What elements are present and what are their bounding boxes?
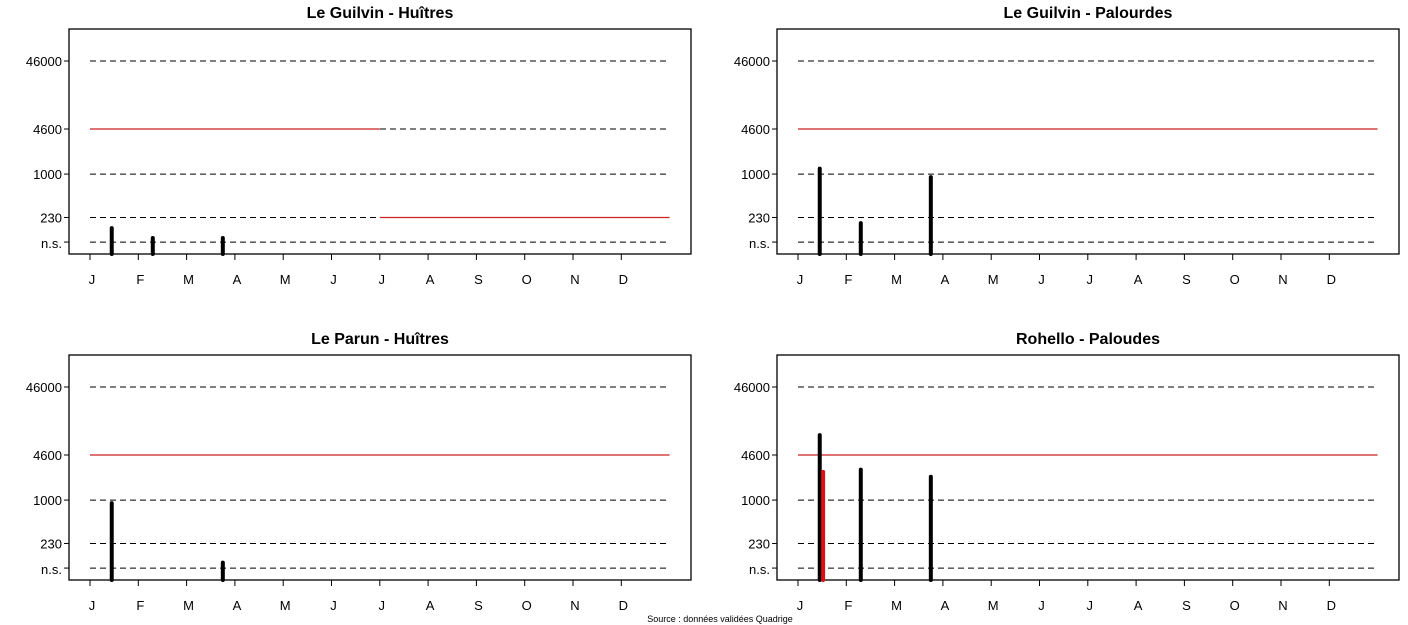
bars — [817, 433, 933, 582]
panel-le-guilvin-palourdes: Le Guilvin - Palourdes 46000 4600 1000 230 n… — [734, 5, 1400, 287]
x-tick-label: A — [233, 598, 242, 613]
x-tick-label: N — [570, 598, 579, 613]
x-tick-label: A — [941, 272, 950, 287]
x-tick-label: D — [1327, 272, 1336, 287]
x-tick-label: J — [1087, 272, 1094, 287]
x-tick-label: F — [136, 598, 144, 613]
y-tick-label: n.s. — [749, 236, 770, 251]
x-tick-label: J — [379, 272, 386, 287]
y-tick-label: 230 — [748, 536, 770, 551]
x-tick-label: M — [988, 272, 999, 287]
bars — [109, 226, 225, 256]
y-tick-label: n.s. — [41, 236, 62, 251]
y-ticks: 46000 4600 1000 230 n.s. — [734, 54, 777, 251]
y-tick-label: 1000 — [33, 493, 62, 508]
x-tick-label: M — [891, 272, 902, 287]
y-tick-label: 46000 — [734, 380, 770, 395]
plot-frame — [776, 354, 1400, 581]
x-tick-label: S — [474, 272, 483, 287]
x-tick-label: M — [280, 272, 291, 287]
panel-title: Le Guilvin - Huîtres — [307, 5, 454, 22]
panel-title: Le Guilvin - Palourdes — [1004, 5, 1173, 22]
x-tick-label: A — [426, 598, 435, 613]
panel-title: Rohello - Paloudes — [1016, 331, 1160, 348]
x-tick-label: J — [797, 272, 804, 287]
x-tick-label: F — [136, 272, 144, 287]
x-tick-label: A — [233, 272, 242, 287]
x-tick-label: A — [1134, 272, 1143, 287]
x-tick-label: A — [941, 598, 950, 613]
x-tick-label: M — [988, 598, 999, 613]
x-tick-label: J — [1038, 598, 1045, 613]
x-tick-label: J — [89, 598, 96, 613]
y-tick-label: 230 — [748, 210, 770, 225]
y-tick-label: n.s. — [749, 562, 770, 577]
x-tick-label: S — [474, 598, 483, 613]
x-tick-label: O — [1230, 598, 1240, 613]
x-tick-label: O — [522, 598, 532, 613]
reference-lines — [798, 60, 1378, 243]
x-tick-label: D — [619, 272, 628, 287]
x-tick-label: M — [183, 272, 194, 287]
y-tick-label: 4600 — [33, 448, 62, 463]
y-tick-label: 230 — [40, 536, 62, 551]
panel-title: Le Parun - Huîtres — [311, 331, 449, 348]
x-tick-label: N — [570, 272, 579, 287]
x-tick-label: M — [280, 598, 291, 613]
x-tick-label: A — [426, 272, 435, 287]
x-tick-label: J — [797, 598, 804, 613]
x-tick-label: S — [1182, 598, 1191, 613]
y-tick-label: 4600 — [741, 122, 770, 137]
y-ticks: 46000 4600 1000 230 n.s. — [26, 54, 69, 251]
bars — [817, 166, 933, 256]
x-tick-label: D — [619, 598, 628, 613]
reference-lines — [798, 386, 1378, 569]
reference-lines — [90, 386, 670, 569]
plot-frame — [776, 28, 1400, 255]
y-tick-label: 46000 — [26, 380, 62, 395]
x-tick-label: J — [1038, 272, 1045, 287]
reference-lines — [90, 60, 670, 243]
x-tick-label: O — [1230, 272, 1240, 287]
x-tick-label: J — [330, 272, 337, 287]
y-tick-label: 230 — [40, 210, 62, 225]
x-tick-label: N — [1278, 272, 1287, 287]
x-tick-label: S — [1182, 272, 1191, 287]
x-tick-label: J — [89, 272, 96, 287]
x-tick-label: J — [379, 598, 386, 613]
plot-frame — [68, 354, 692, 581]
x-tick-label: F — [844, 272, 852, 287]
y-tick-label: 46000 — [734, 54, 770, 69]
y-ticks: 46000 4600 1000 230 n.s. — [734, 380, 777, 577]
y-tick-label: n.s. — [41, 562, 62, 577]
x-tick-label: M — [891, 598, 902, 613]
source-note: Source : données validées Quadrige — [647, 614, 793, 624]
y-tick-label: 4600 — [741, 448, 770, 463]
y-tick-label: 4600 — [33, 122, 62, 137]
x-tick-label: A — [1134, 598, 1143, 613]
x-tick-label: J — [330, 598, 337, 613]
x-tick-label: N — [1278, 598, 1287, 613]
x-tick-label: M — [183, 598, 194, 613]
x-tick-label: F — [844, 598, 852, 613]
threshold-lines — [90, 128, 670, 219]
panel-le-parun-huitres: Le Parun - Huîtres 4600046001000230n.s. … — [26, 331, 692, 613]
y-tick-label: 1000 — [33, 167, 62, 182]
x-tick-label: J — [1087, 598, 1094, 613]
y-tick-label: 1000 — [741, 493, 770, 508]
x-tick-label: D — [1327, 598, 1336, 613]
plot-frame — [68, 28, 692, 255]
y-tick-label: 46000 — [26, 54, 62, 69]
y-ticks: 46000 4600 1000 230 n.s. — [26, 380, 69, 577]
panel-rohello-paloudes: Rohello - Paloudes 4600046001000230n.s. … — [734, 331, 1400, 613]
bars — [109, 501, 225, 582]
x-tick-label: O — [522, 272, 532, 287]
y-tick-label: 1000 — [741, 167, 770, 182]
panel-le-guilvin-huitres: Le Guilvin - Huîtres 46000 4600 1000 230 n.s… — [26, 5, 692, 287]
